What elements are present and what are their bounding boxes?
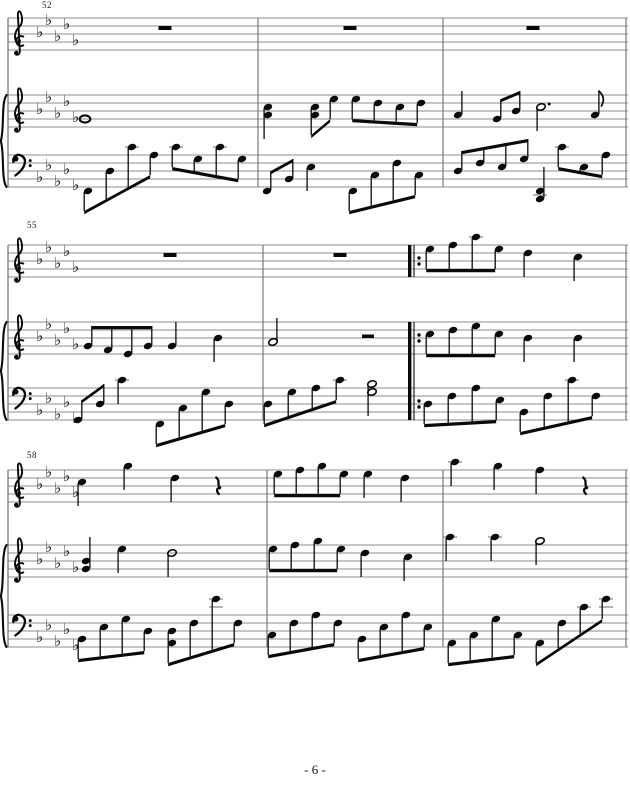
svg-text:♭: ♭ [45, 238, 52, 256]
svg-text:♭: ♭ [36, 168, 43, 186]
svg-text:♭: ♭ [63, 467, 70, 485]
staff-piano-treble: ♭♭♭♭♭ [8, 314, 628, 362]
svg-text:♭: ♭ [36, 401, 43, 419]
svg-text:♭: ♭ [45, 156, 52, 174]
svg-text:♭: ♭ [45, 11, 52, 29]
measure-number-system-3: 58 [27, 450, 37, 460]
staff-piano-treble: ♭♭♭♭♭ [8, 533, 628, 583]
svg-text:♭: ♭ [63, 92, 70, 110]
svg-text:♭: ♭ [54, 172, 61, 190]
svg-text:♭: ♭ [72, 31, 79, 49]
staff-piano-treble: ♭♭♭♭♭ [8, 87, 628, 139]
svg-text:♭: ♭ [63, 319, 70, 337]
svg-text:♭: ♭ [72, 636, 79, 654]
staff-piano-bass: ♭♭♭♭♭ [8, 139, 628, 215]
staff-piano-bass: ♭♭♭♭♭ [8, 595, 628, 667]
svg-text:♭: ♭ [72, 483, 79, 501]
svg-text:♭: ♭ [72, 258, 79, 276]
svg-text:♭: ♭ [72, 108, 79, 126]
svg-text:♭: ♭ [36, 100, 43, 118]
measure-number-system-1: 52 [42, 0, 52, 10]
staff-piano-bass: ♭♭♭♭♭ [8, 376, 628, 448]
svg-text:♭: ♭ [63, 542, 70, 560]
svg-text:♭: ♭ [54, 554, 61, 572]
svg-text:♭: ♭ [45, 315, 52, 333]
svg-text:♭: ♭ [54, 331, 61, 349]
svg-text:♭: ♭ [72, 558, 79, 576]
system-m52: ♭♭♭♭♭♭♭♭♭♭♭♭♭♭♭ [0, 10, 628, 215]
svg-text:♭: ♭ [45, 389, 52, 407]
svg-text:♭: ♭ [36, 327, 43, 345]
svg-text:♭: ♭ [54, 104, 61, 122]
svg-text:♭: ♭ [54, 479, 61, 497]
svg-text:♭: ♭ [63, 242, 70, 260]
svg-text:♭: ♭ [54, 632, 61, 650]
svg-text:♭: ♭ [45, 88, 52, 106]
svg-text:♭: ♭ [36, 475, 43, 493]
svg-text:♭: ♭ [45, 463, 52, 481]
system-m55: ♭♭♭♭♭♭♭♭♭♭♭♭♭♭♭ [0, 233, 628, 448]
svg-text:♭: ♭ [36, 550, 43, 568]
svg-text:♭: ♭ [45, 538, 52, 556]
svg-text:♭: ♭ [54, 27, 61, 45]
svg-text:♭: ♭ [63, 393, 70, 411]
svg-text:♭: ♭ [36, 23, 43, 41]
staff-vocal: ♭♭♭♭♭ [8, 233, 628, 283]
svg-text:♭: ♭ [63, 620, 70, 638]
svg-text:♭: ♭ [54, 254, 61, 272]
svg-text:♭: ♭ [54, 405, 61, 423]
staff-vocal: ♭♭♭♭♭ [8, 10, 628, 56]
system-m58: ♭♭♭♭♭♭♭♭♭♭♭♭♭♭♭ [0, 458, 628, 667]
svg-text:♭: ♭ [45, 616, 52, 634]
svg-text:♭: ♭ [36, 250, 43, 268]
svg-text:♭: ♭ [63, 160, 70, 178]
svg-text:♭: ♭ [36, 628, 43, 646]
svg-text:♭: ♭ [63, 15, 70, 33]
measure-number-system-2: 55 [27, 220, 37, 230]
page-number: - 6 - [304, 762, 326, 777]
svg-text:♭: ♭ [72, 335, 79, 353]
svg-text:♭: ♭ [72, 176, 79, 194]
staff-vocal: ♭♭♭♭♭ [8, 458, 628, 508]
